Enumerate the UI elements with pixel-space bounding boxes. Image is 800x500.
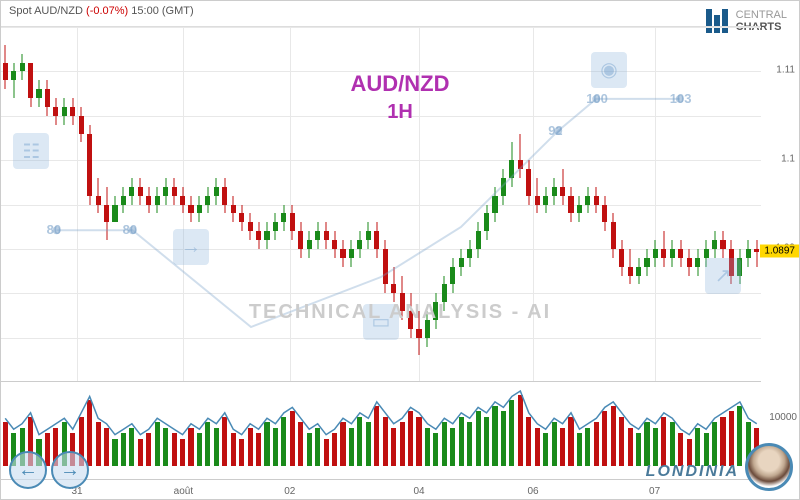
x-axis: 31août02040607 xyxy=(1,479,761,499)
chart-header: Spot AUD/NZD (-0.07%) 15:00 (GMT) xyxy=(9,5,194,17)
time-label: 15:00 (GMT) xyxy=(131,5,193,17)
nav-prev-button[interactable]: ← xyxy=(9,451,47,489)
pair-title: AUD/NZD xyxy=(351,71,450,97)
nav-next-button[interactable]: → xyxy=(51,451,89,489)
timeframe-title: 1H xyxy=(387,101,413,124)
volume-y-label: 10000 xyxy=(769,412,797,423)
avatar-icon[interactable] xyxy=(745,443,793,491)
change-label: (-0.07%) xyxy=(86,5,128,17)
volume-chart[interactable]: 10000 xyxy=(1,381,761,466)
londinia-brand: LONDINIA xyxy=(646,463,739,481)
symbol-label: Spot AUD/NZD xyxy=(9,5,83,17)
price-y-axis: 1.111.11.091.0897 xyxy=(759,26,799,381)
subtitle: TECHNICAL ANALYSIS - AI xyxy=(249,301,551,324)
